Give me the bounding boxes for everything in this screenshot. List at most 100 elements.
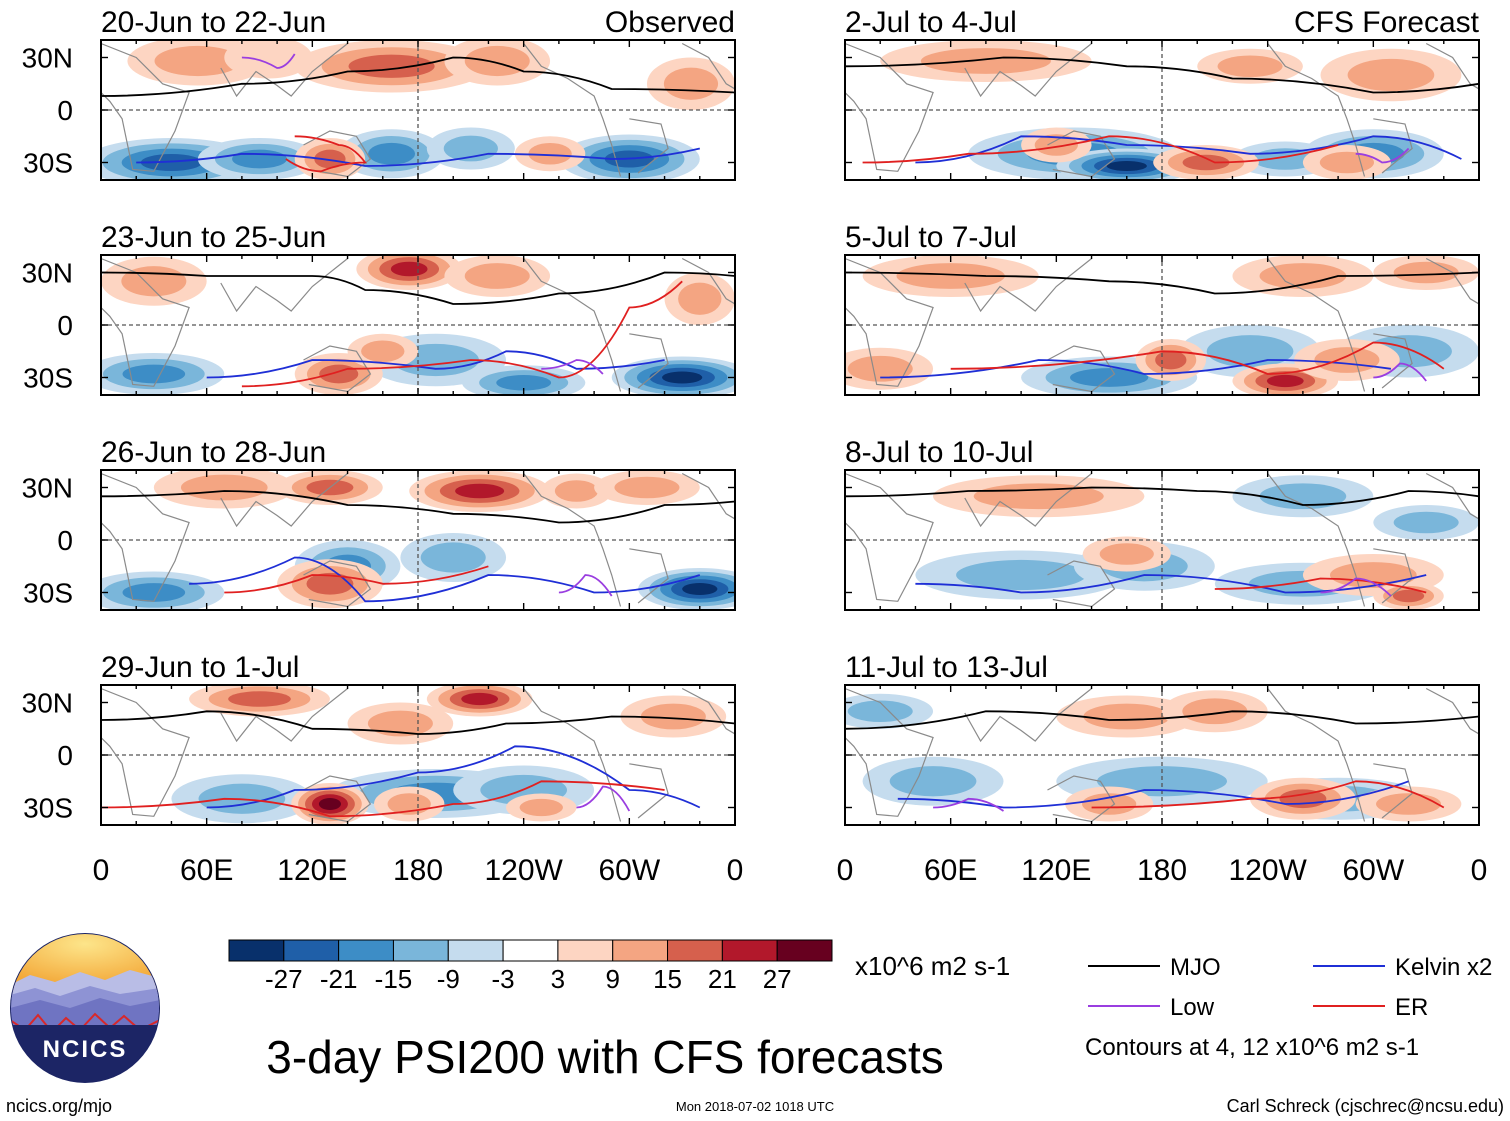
x-tick-label: 0 xyxy=(727,854,744,887)
anomaly-shading xyxy=(640,703,706,730)
map-panel: 30N 0 30S 23-Jun to 25-Jun xyxy=(22,221,736,396)
anomaly-shading xyxy=(361,340,405,363)
coastline xyxy=(964,258,1092,313)
coastline xyxy=(1373,333,1413,389)
x-tick-label: 0 xyxy=(1471,854,1488,887)
coastline xyxy=(1373,118,1413,174)
legend-note: Contours at 4, 12 x10^6 m2 s-1 xyxy=(1085,1034,1419,1061)
anomaly-shading xyxy=(464,45,530,77)
coastline xyxy=(303,345,372,393)
x-tick-label: 120E xyxy=(277,854,347,887)
x-tick-label: 60W xyxy=(598,854,660,887)
coastline xyxy=(845,687,934,817)
anomaly-shading xyxy=(519,798,563,817)
logo-text: NCICS xyxy=(43,1036,128,1063)
panel-period-title: 26-Jun to 28-Jun xyxy=(101,436,326,469)
colorbar-tick-label: -15 xyxy=(375,964,413,994)
mjo-contour xyxy=(845,271,1479,295)
colorbar-tick-label: -21 xyxy=(320,964,358,994)
kelvin-contour xyxy=(897,780,1409,809)
coastline xyxy=(1267,688,1366,822)
anomaly-shading xyxy=(314,149,346,169)
low-contour xyxy=(241,53,296,69)
panel-period-title: 11-Jul to 13-Jul xyxy=(845,651,1048,684)
colorbar-swatch xyxy=(721,939,778,962)
anomaly-shading xyxy=(122,583,186,602)
coastline xyxy=(681,472,735,520)
map-panel: 30N 0 30S 29-Jun to 1-Jul xyxy=(22,651,736,826)
anomaly-shading xyxy=(847,355,913,382)
er-contour xyxy=(101,780,665,818)
coastline xyxy=(220,258,348,313)
colorbar: -27 -21 -15 -9 -3 3 9 15 21 27 xyxy=(228,939,833,994)
er-contour xyxy=(1214,577,1427,594)
anomaly-shading xyxy=(1314,347,1380,373)
coastline xyxy=(523,258,622,392)
mjo-contour xyxy=(101,56,735,97)
coastline xyxy=(1425,687,1479,735)
anomaly-shading xyxy=(496,374,552,391)
x-axis-left: 0 60E 120E 180 120W 60W 0 xyxy=(93,854,744,887)
footer-timestamp: Mon 2018-07-02 1018 UTC xyxy=(676,1099,834,1114)
anomaly-shading xyxy=(889,766,977,797)
panel-period-title: 5-Jul to 7-Jul xyxy=(845,221,1017,254)
anomaly-shading xyxy=(1259,483,1347,510)
y-tick-label: 30N xyxy=(22,688,73,719)
mjo-contour xyxy=(845,710,1479,730)
panel-period-title: 8-Jul to 10-Jul xyxy=(845,436,1033,469)
colorbar-tick-label: 15 xyxy=(653,964,682,994)
er-contour xyxy=(950,341,1445,375)
colorbar-swatch xyxy=(228,939,285,962)
anomaly-shading xyxy=(1279,789,1327,809)
anomaly-shading xyxy=(1034,134,1079,156)
coastline xyxy=(845,472,934,602)
panel-source-label: Observed xyxy=(605,6,735,39)
anomaly-shading xyxy=(614,476,680,499)
mjo-contour xyxy=(101,490,735,524)
kelvin-contour xyxy=(880,359,1392,379)
coastline xyxy=(1267,258,1366,392)
er-contour xyxy=(224,565,489,594)
x-tick-label: 0 xyxy=(93,854,110,887)
coastline xyxy=(629,118,669,174)
anomaly-shading xyxy=(420,542,486,573)
legend-label: Low xyxy=(1170,994,1215,1021)
anomaly-shading xyxy=(390,261,428,277)
er-contour xyxy=(285,135,368,173)
map-panel: 5-Jul to 7-Jul xyxy=(844,221,1480,396)
coastline xyxy=(220,43,348,98)
y-tick-label: 0 xyxy=(57,95,73,126)
footer-url: ncics.org/mjo xyxy=(6,1096,112,1116)
anomaly-shading xyxy=(348,54,435,78)
anomaly-shading xyxy=(1182,154,1230,171)
map-panel: 8-Jul to 10-Jul xyxy=(844,436,1480,611)
coastline xyxy=(303,130,372,178)
anomaly-shading xyxy=(1206,335,1294,368)
colorbar-tick-label: 3 xyxy=(551,964,565,994)
low-contour xyxy=(933,797,1005,812)
anomaly-shading xyxy=(180,474,268,501)
anomaly-shading xyxy=(554,480,599,502)
coastline xyxy=(1425,42,1479,90)
map-panel: 2-Jul to 4-Jul CFS Forecast xyxy=(844,6,1480,181)
legend: MJO Kelvin x2 Low ER xyxy=(1088,954,1492,1021)
map-panel: 30N 0 30S 20-Jun to 22-Jun Observed xyxy=(22,6,736,181)
coastline xyxy=(101,472,190,602)
colorbar-tick-label: -27 xyxy=(265,964,303,994)
y-tick-label: 30N xyxy=(22,258,73,289)
panel-period-title: 20-Jun to 22-Jun xyxy=(101,6,326,39)
low-contour xyxy=(558,574,613,597)
er-contour xyxy=(862,135,1339,164)
x-tick-label: 60E xyxy=(924,854,977,887)
kelvin-contour xyxy=(189,556,701,603)
anomaly-shading xyxy=(1155,350,1187,370)
anomaly-shading xyxy=(319,364,359,384)
anomaly-shading xyxy=(1393,511,1459,534)
coastline xyxy=(1373,548,1413,604)
anomaly-shading xyxy=(1082,793,1137,815)
coastline xyxy=(629,548,669,604)
colorbar-swatch xyxy=(392,939,449,962)
x-tick-label: 60E xyxy=(180,854,233,887)
anomaly-shading xyxy=(1266,374,1304,388)
